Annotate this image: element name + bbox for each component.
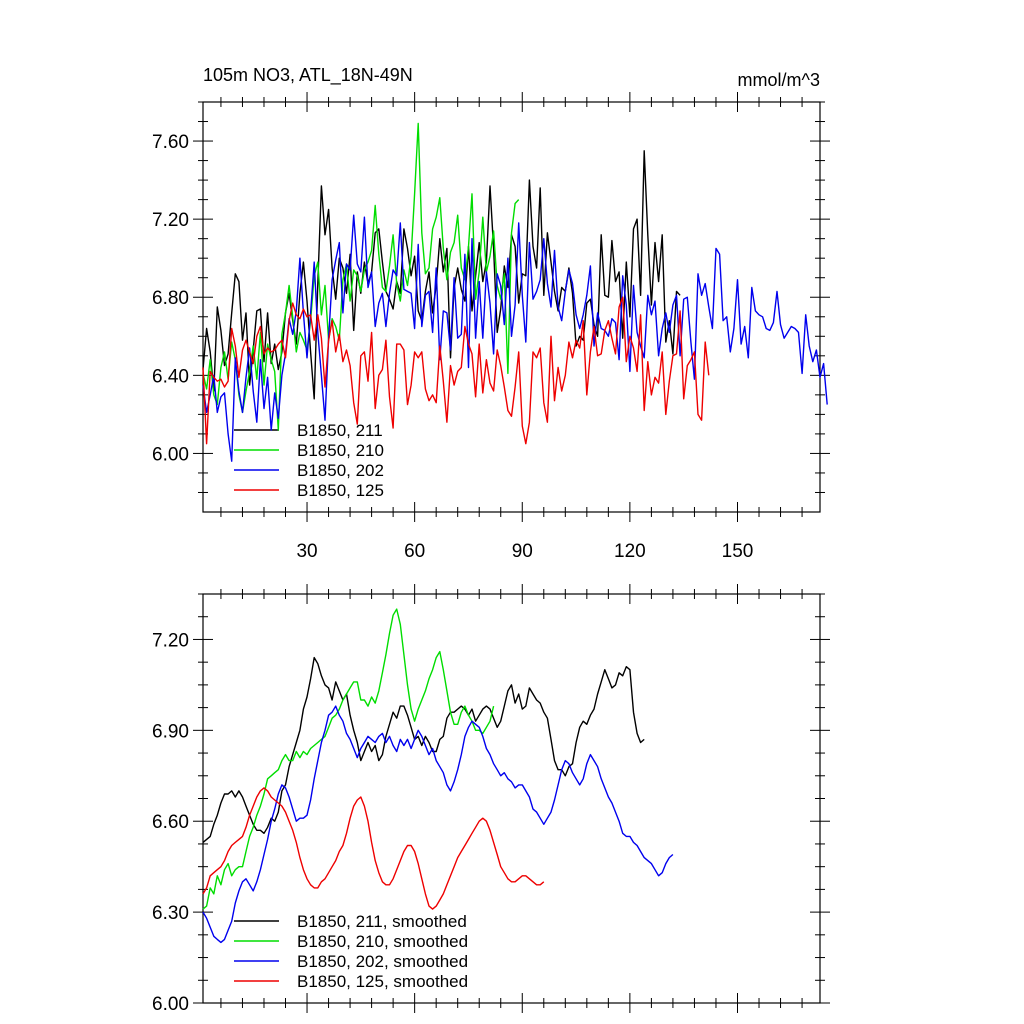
y-tick-label: 6.00 [152,994,189,1015]
upper-chart-title: 105m NO3, ATL_18N-49N [203,65,413,86]
y-tick-label: 6.40 [152,366,189,387]
x-tick-label: 150 [722,541,754,562]
series-line [202,214,828,462]
legend-label: B1850, 125, smoothed [297,972,468,991]
series-line [202,787,545,910]
legend-label: B1850, 211 [297,421,383,440]
y-tick-label: 6.80 [152,288,189,309]
x-tick-label: 30 [296,541,317,562]
legend-label: B1850, 202 [297,461,384,480]
plot-frame [202,593,821,1004]
series-line [202,122,520,431]
y-tick-label: 7.20 [152,630,189,651]
y-tick-label: 6.60 [152,812,189,833]
series-line [202,656,645,843]
upper-chart: 30 60 90 120 150 6.00 6.40 6.80 7.20 7.60 B1850, 2… [152,92,830,562]
x-tick-label: 120 [614,541,646,562]
lower-chart: 6.00 6.30 6.60 6.90 7.20 B1850, 211, smoothed… [152,584,830,1015]
x-tick-label: 90 [512,541,533,562]
y-tick-label: 6.00 [152,444,189,465]
legend-label: B1850, 210, smoothed [297,932,468,951]
legend-label: B1850, 202, smoothed [297,952,468,971]
y-tick-label: 6.90 [152,721,189,742]
y-tick-label: 6.30 [152,903,189,924]
series-line [202,705,674,944]
legend-label: B1850, 211, smoothed [297,912,467,931]
legend-label: B1850, 125 [297,481,384,500]
plot-frame [202,101,821,513]
series-line [202,608,495,910]
y-tick-label: 7.60 [152,132,189,153]
series-line [202,296,710,445]
y-tick-label: 7.20 [152,210,189,231]
legend-label: B1850, 210 [297,441,384,460]
upper-chart-units: mmol/m^3 [738,70,820,90]
x-tick-label: 60 [404,541,425,562]
